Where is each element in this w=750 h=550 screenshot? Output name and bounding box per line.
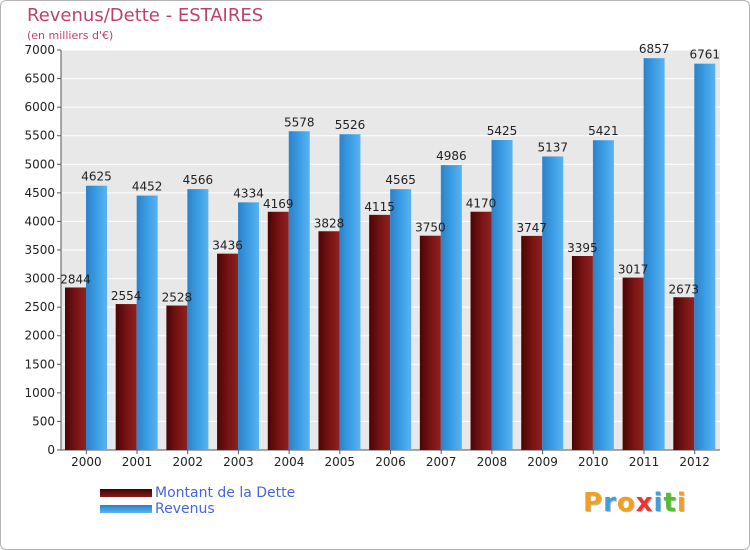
bar-revenus: [238, 202, 260, 450]
x-tick-label: 2002: [172, 455, 203, 469]
value-label-revenus: 4986: [436, 149, 467, 163]
brand-logo-letter: x: [635, 488, 654, 518]
bar-dette: [115, 304, 137, 450]
x-tick-label: 2011: [629, 455, 660, 469]
y-tick-label: 2500: [24, 300, 55, 314]
value-label-revenus: 5425: [487, 124, 518, 138]
bar-dette: [419, 235, 441, 450]
value-label-revenus: 4566: [183, 173, 214, 187]
bar-dette: [521, 235, 543, 450]
bar-revenus: [390, 189, 412, 450]
legend-swatch-revenus: [100, 505, 152, 513]
bar-dette: [369, 214, 391, 450]
value-label-revenus: 6857: [639, 42, 670, 56]
x-tick-label: 2003: [223, 455, 254, 469]
value-label-revenus: 4625: [81, 170, 112, 184]
brand-logo-letter: i: [653, 488, 664, 518]
value-label-revenus: 4334: [233, 186, 264, 200]
y-tick-label: 6500: [24, 72, 55, 86]
x-tick-label: 2004: [274, 455, 305, 469]
brand-logo: Proxiti: [583, 488, 687, 518]
bar-dette: [217, 253, 239, 450]
bar-dette: [622, 277, 644, 450]
bar-revenus: [440, 165, 462, 451]
value-label-dette: 3828: [314, 216, 345, 230]
x-tick-label: 2008: [477, 455, 508, 469]
value-label-revenus: 5421: [588, 124, 619, 138]
value-label-dette: 2673: [669, 282, 700, 296]
bar-revenus: [491, 140, 513, 450]
bar-revenus: [288, 131, 310, 450]
value-label-dette: 2844: [60, 272, 91, 286]
bar-dette: [571, 256, 593, 450]
value-label-revenus: 4565: [385, 173, 416, 187]
bar-dette: [318, 231, 340, 450]
value-label-revenus: 5578: [284, 115, 315, 129]
y-tick-label: 500: [32, 414, 55, 428]
x-tick-label: 2006: [375, 455, 406, 469]
y-tick-label: 3500: [24, 243, 55, 257]
y-tick-label: 5500: [24, 129, 55, 143]
value-label-revenus: 5526: [335, 118, 366, 132]
bar-revenus: [643, 58, 665, 451]
y-tick-label: 5000: [24, 157, 55, 171]
y-tick-label: 7000: [24, 43, 55, 57]
value-label-dette: 3747: [516, 221, 547, 235]
y-tick-label: 2000: [24, 329, 55, 343]
brand-logo-letter: t: [663, 488, 677, 518]
y-tick-label: 4500: [24, 186, 55, 200]
y-tick-label: 4000: [24, 214, 55, 228]
value-label-revenus: 5137: [537, 140, 568, 154]
x-tick-label: 2007: [426, 455, 457, 469]
value-label-dette: 4169: [263, 197, 294, 211]
x-tick-label: 2001: [122, 455, 153, 469]
legend-swatch-dette: [100, 489, 152, 497]
value-label-dette: 3017: [618, 263, 649, 277]
bar-revenus: [136, 195, 158, 450]
bar-dette: [673, 297, 695, 450]
brand-logo-letter: r: [603, 488, 617, 518]
value-label-dette: 3436: [212, 239, 243, 253]
y-tick-label: 1500: [24, 357, 55, 371]
value-label-dette: 3395: [567, 241, 598, 255]
bar-revenus: [339, 134, 361, 450]
y-tick-label: 3000: [24, 272, 55, 286]
bar-revenus: [86, 185, 107, 450]
x-tick-label: 2005: [325, 455, 356, 469]
y-tick-label: 1000: [24, 386, 55, 400]
value-label-revenus: 4452: [132, 180, 163, 194]
brand-logo-letter: P: [583, 488, 604, 518]
bar-revenus: [592, 140, 614, 450]
value-label-revenus: 6761: [690, 48, 721, 62]
chart-subtitle: (en milliers d'€): [27, 29, 114, 42]
bar-revenus: [542, 156, 564, 450]
value-label-dette: 2554: [111, 289, 142, 303]
legend-label-revenus: Revenus: [155, 501, 215, 517]
y-tick-label: 6000: [24, 100, 55, 114]
bar-dette: [267, 211, 289, 450]
x-tick-label: 2009: [527, 455, 558, 469]
value-label-dette: 3750: [415, 221, 446, 235]
value-label-dette: 4115: [364, 200, 395, 214]
x-tick-label: 2012: [679, 455, 710, 469]
x-tick-label: 2000: [71, 455, 102, 469]
bar-dette: [166, 305, 188, 450]
brand-logo-letter: i: [676, 488, 687, 518]
chart-title: Revenus/Dette - ESTAIRES: [27, 5, 264, 26]
y-tick-label: 0: [47, 443, 55, 457]
bar-dette: [470, 211, 492, 450]
value-label-dette: 4170: [466, 197, 497, 211]
brand-logo-letter: o: [616, 488, 636, 518]
bar-dette: [65, 287, 86, 450]
value-label-dette: 2528: [162, 291, 193, 305]
bar-revenus: [187, 189, 209, 451]
legend-label-dette: Montant de la Dette: [155, 485, 296, 501]
bar-revenus: [694, 63, 716, 451]
x-tick-label: 2010: [578, 455, 609, 469]
